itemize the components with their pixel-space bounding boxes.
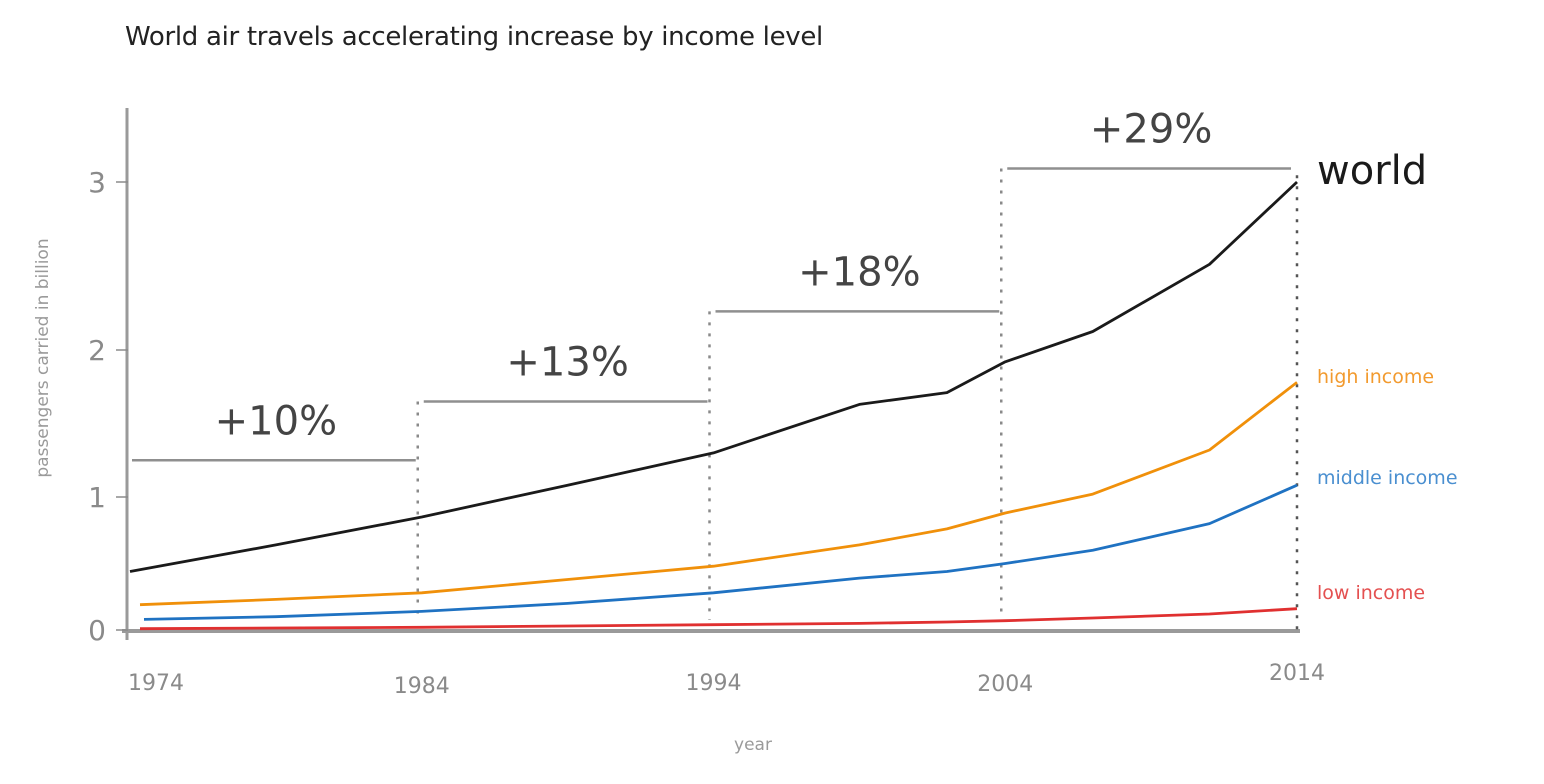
series-line-middle-income [143, 483, 1298, 621]
growth-annotation-label: +29% [1090, 107, 1212, 153]
x-axis-title: year [734, 735, 772, 755]
y-tick-label: 3 [88, 166, 106, 199]
series-label-high-income: high income [1317, 366, 1434, 388]
series-label-middle-income: middle income [1317, 467, 1458, 489]
x-tick-label: 2004 [977, 672, 1033, 697]
y-axis-title: passengers carried in billion [33, 238, 53, 477]
y-tick-label: 0 [88, 614, 106, 647]
x-tick-label: 1984 [394, 674, 450, 699]
growth-annotation-label: +10% [215, 398, 337, 444]
series-line-low-income [139, 607, 1298, 631]
series-line-high-income [139, 381, 1298, 607]
y-tick-label: 2 [88, 334, 106, 367]
x-tick-label: 1994 [686, 671, 742, 696]
growth-annotation-label: +13% [506, 339, 628, 385]
chart-title: World air travels accelerating increase … [125, 22, 823, 52]
y-tick-label: 1 [88, 481, 106, 514]
x-tick-label: 1974 [128, 671, 184, 696]
x-tick-label: 2014 [1269, 661, 1325, 686]
series-label-world: world [1317, 148, 1427, 194]
series-label-low-income: low income [1317, 582, 1425, 604]
series-line-world [129, 180, 1298, 573]
growth-annotation-label: +18% [798, 249, 920, 295]
